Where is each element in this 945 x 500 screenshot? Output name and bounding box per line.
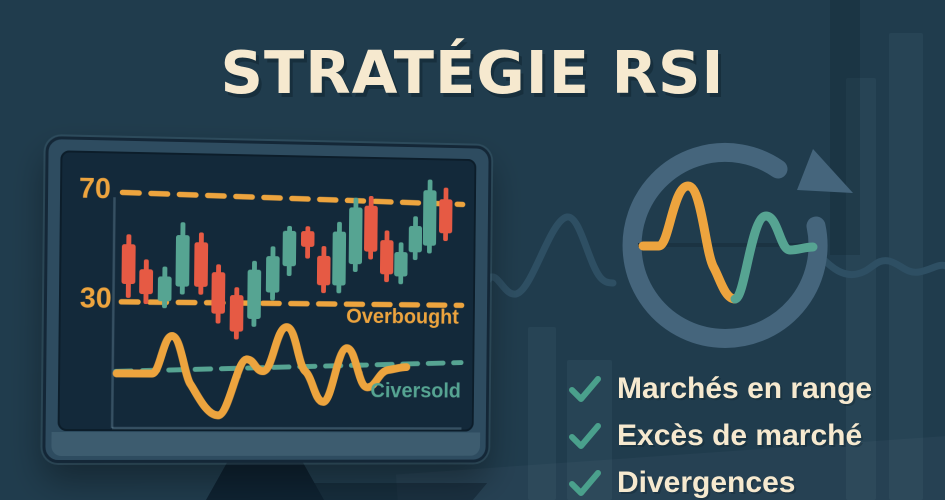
checklist-label: Marchés en range (617, 372, 873, 405)
page-title: STRATÉGIE RSI (220, 38, 725, 107)
checkmark-icon (569, 376, 601, 402)
monitor-chin (51, 432, 481, 457)
background-bar (528, 327, 556, 500)
level-70-dashed-line (122, 192, 462, 204)
candlestick-rsi-chart (58, 179, 477, 431)
background-bar (846, 78, 876, 500)
level-30-label: 30 (79, 282, 112, 315)
background-bar (830, 0, 860, 255)
rsi-line (116, 326, 407, 416)
wave-down-segment (730, 211, 818, 304)
candles (121, 179, 453, 340)
oversold-label: Civersold (370, 379, 462, 403)
checklist-item: Excès de marché (568, 419, 872, 453)
cycle-arrow-icon (622, 142, 853, 348)
checklist-label: Divergences (617, 466, 796, 499)
wave-up-segment (638, 181, 740, 304)
level-70-label: 70 (78, 172, 112, 206)
overbought-label: Overbought (346, 305, 459, 329)
monitor: 70 30 Overbought Civersold (42, 136, 492, 464)
checklist-label: Excès de marché (617, 419, 863, 452)
checklist: Marchés en range Excès de marché Diverge… (568, 372, 872, 500)
arrowhead (797, 149, 853, 193)
background-bar (567, 360, 612, 500)
checkmark-icon (569, 423, 601, 449)
checklist-item: Divergences (568, 466, 872, 500)
checkmark-icon (569, 470, 601, 496)
monitor-stand (206, 458, 324, 500)
monitor-screen: 70 30 Overbought Civersold (57, 150, 477, 432)
checklist-item: Marchés en range (568, 372, 872, 406)
